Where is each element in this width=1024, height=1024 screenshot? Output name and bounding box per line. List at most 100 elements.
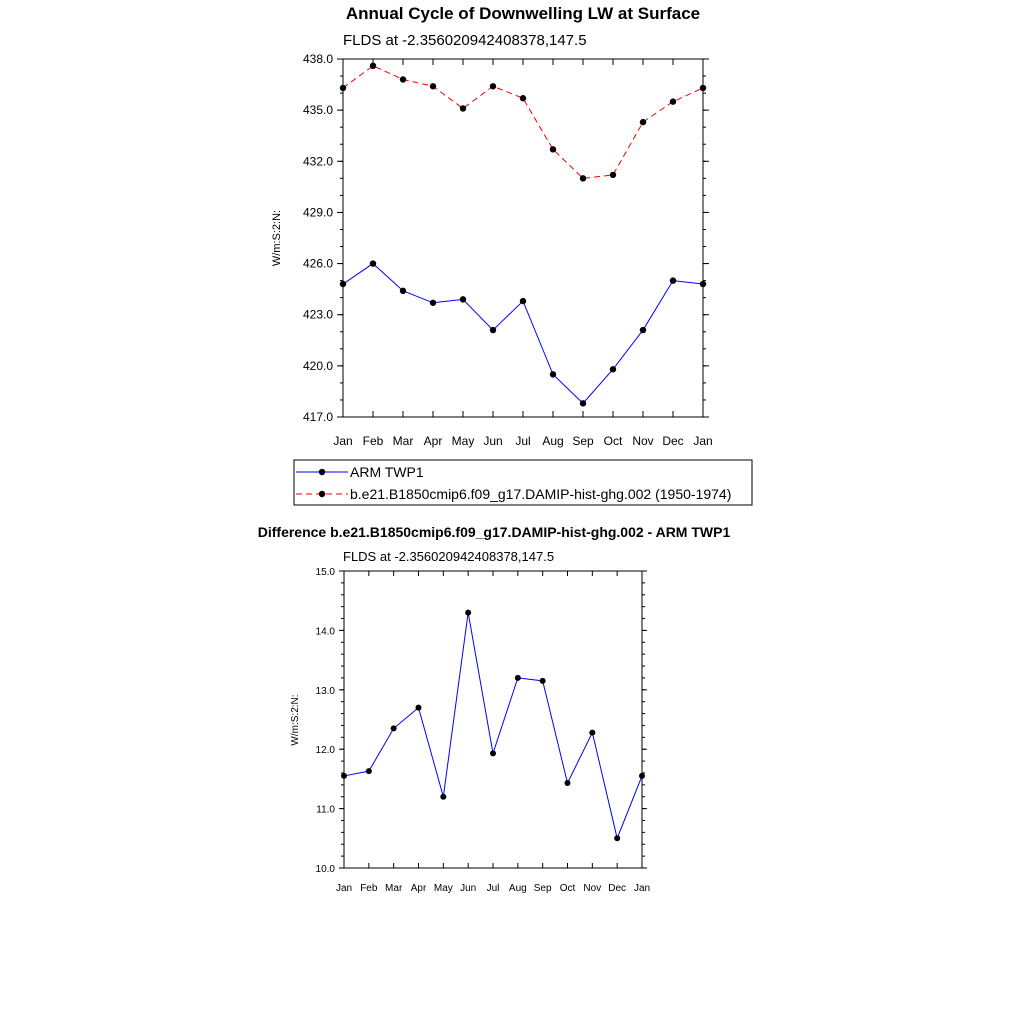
chart1-x-tick-label: Feb [363,434,384,448]
chart2-series-1-point [514,674,521,681]
chart2-subtitle: FLDS at -2.356020942408378,147.5 [343,549,554,564]
chart2-x-tick-label: Jan [634,883,650,894]
chart1-series-1-point [639,326,647,334]
chart1-x-tick-labels: Jan Feb Mar Apr May Jun Jul Aug Sep Oct Nov Dec Jan [333,434,712,448]
chart2-series-1-point [490,750,496,757]
chart1-y-tick-labels: 417.0 420.0 423.0 426.0 429.0 432.0 435.0 438.0 [303,52,333,424]
chart1-y-tick-label: 438.0 [303,52,333,66]
legend-entry-model: b.e21.B1850cmip6.f09_g17.DAMIP-hist-ghg.… [350,486,731,502]
chart1-y-tick-label: 435.0 [303,103,333,117]
chart1-x-tick-label: Oct [604,434,623,448]
chart2-y-tick-label: 15.0 [316,567,336,578]
chart1-series-2-point [669,98,677,105]
chart1-series-1-point [609,366,617,373]
chart1-x-tick-label: Jul [515,434,530,448]
chart1-series-1-point [519,297,527,305]
chart2-x-tick-labels: Jan Feb Mar Apr May Jun Jul Aug Sep Oct Nov Dec Jan [336,883,650,894]
chart1-y-axis-label: W/m:S:2:N: [271,210,283,266]
chart1-ticks [337,58,709,418]
chart1-series-2-point [579,175,587,182]
chart2-ticks [339,570,647,869]
chart1-x-tick-label: Dec [662,434,683,448]
chart2-title: Difference b.e21.B1850cmip6.f09_g17.DAMI… [258,524,731,540]
chart1-series-1-point [369,260,377,267]
chart1-x-tick-label: Mar [393,434,414,448]
chart2-x-tick-label: Apr [411,883,427,894]
chart1-x-tick-label: Jan [333,434,352,448]
chart1-y-tick-label: 423.0 [303,308,333,322]
chart1-y-tick-label: 417.0 [303,410,333,424]
chart2-series-1-point [614,835,621,842]
chart2-x-tick-label: Mar [385,883,403,894]
main-title: Annual Cycle of Downwelling LW at Surfac… [346,4,700,23]
legend-obs-marker [318,468,326,476]
chart2-y-tick-label: 13.0 [316,686,336,697]
chart1-y-tick-label: 426.0 [303,257,333,271]
chart1-series-1-point [669,277,677,284]
chart1-series-2-point [429,83,437,90]
chart1-series-1-point [549,371,557,378]
chart1-series-line-2 [342,65,704,179]
chart1-series-line-1 [342,262,704,405]
chart2-plot-frame [343,570,643,869]
chart1-x-tick-label: Jan [693,434,712,448]
chart1-x-tick-label: Nov [632,434,653,448]
chart2-series-1-point [539,677,546,684]
chart1-series-2-point [399,76,407,83]
chart1-y-tick-label: 420.0 [303,359,333,373]
chart2-x-tick-label: Oct [560,883,576,894]
legend-entry-obs: ARM TWP1 [350,464,424,480]
difference-chart: 10.0 11.0 12.0 13.0 14.0 15.0 Jan Feb Mar Apr May… [290,567,650,894]
chart2-series-1-point [365,768,372,775]
chart2-series-1-point [415,704,422,711]
chart2-y-tick-label: 10.0 [316,864,336,875]
legend-frame [293,459,753,506]
chart1-x-tick-label: Sep [572,434,594,448]
chart2-x-tick-label: May [434,883,453,894]
chart2-y-tick-labels: 10.0 11.0 12.0 13.0 14.0 15.0 [316,567,336,875]
chart1-series-2-point [489,83,497,90]
chart1-series-2-point [459,105,467,112]
chart1-x-tick-label: Apr [424,434,443,448]
chart1-series-2-point [609,171,617,179]
chart2-y-tick-label: 11.0 [316,805,335,816]
chart2-x-tick-label: Jul [487,883,500,894]
chart2-series-line-1 [343,612,643,840]
chart2-y-tick-label: 14.0 [316,626,336,637]
chart1-x-tick-label: May [452,434,475,448]
chart1-x-tick-label: Jun [483,434,502,448]
chart1-y-tick-label: 429.0 [303,205,333,219]
chart2-y-axis-label: W/m:S:2:N: [290,694,301,745]
chart1-series-2-point [549,146,557,153]
chart1-series-2-point [519,95,527,102]
chart1-series-2-point [639,118,647,126]
chart1-series-1-point [429,299,437,306]
annual-cycle-chart: 417.0 420.0 423.0 426.0 429.0 432.0 435.0 438.0… [271,52,713,448]
chart2-series-1-point [589,729,596,736]
chart1-series-1-point [399,287,407,295]
chart2-x-tick-label: Jan [336,883,352,894]
chart1-series [339,62,707,407]
chart1-plot-frame [342,58,704,418]
chart1-subtitle: FLDS at -2.356020942408378,147.5 [343,32,587,49]
chart1-legend: ARM TWP1 b.e21.B1850cmip6.f09_g17.DAMIP-… [293,459,753,506]
chart2-x-tick-label: Dec [608,883,626,894]
chart2-x-tick-label: Feb [360,883,378,894]
chart2-series-1-point [465,609,472,616]
chart2-series-1-point [440,793,447,800]
chart1-y-tick-label: 432.0 [303,154,333,168]
chart1-series-2-point [369,62,377,70]
chart2-series-1-point [390,725,397,732]
chart1-series-1-point [459,296,467,303]
chart2-y-tick-label: 12.0 [316,745,336,756]
chart2-x-tick-label: Nov [583,883,601,894]
chart2-series [341,609,645,842]
chart2-x-tick-label: Sep [534,883,552,894]
chart1-series-1-point [579,400,587,407]
chart2-series-1-point [564,780,571,787]
chart1-x-tick-label: Aug [542,434,563,448]
chart2-x-tick-label: Jun [460,883,476,894]
legend-model-marker [318,490,326,498]
chart1-series-1-point [489,326,497,334]
